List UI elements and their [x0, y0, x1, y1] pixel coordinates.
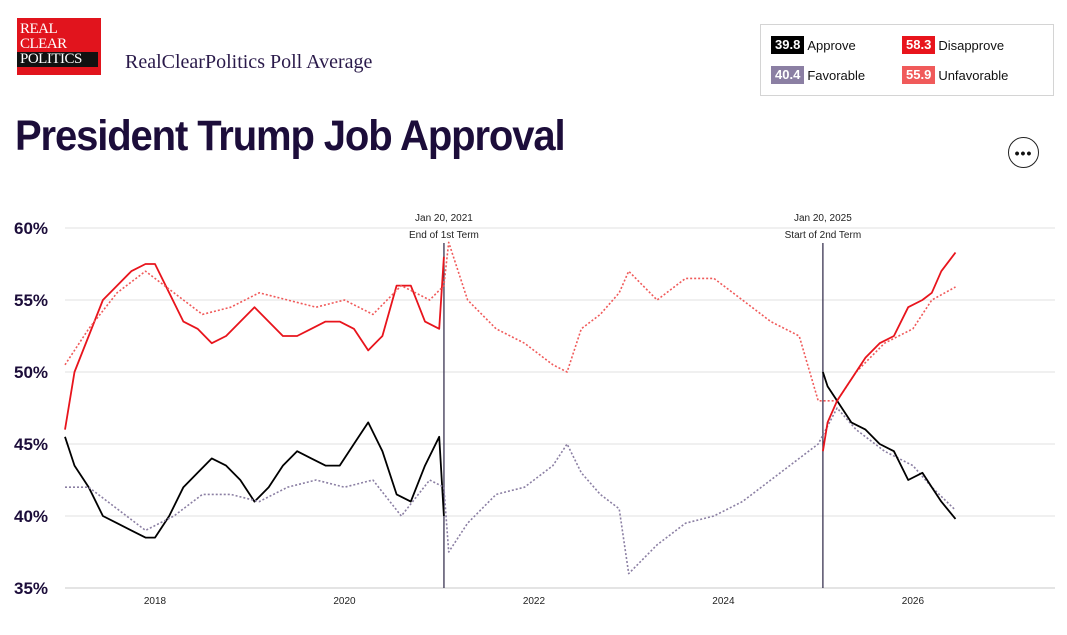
- logo-line-2: CLEAR: [20, 36, 67, 52]
- rcp-logo[interactable]: REAL CLEAR POLITICS: [17, 18, 101, 75]
- y-tick-label: 45%: [14, 435, 48, 454]
- term-marker-date: Jan 20, 2021: [415, 213, 473, 224]
- x-axis: 2018 2020 2022 2024 2026: [144, 596, 925, 607]
- series-lines: [64, 241, 957, 575]
- legend-unfavorable-label: Unfavorable: [938, 67, 1009, 83]
- y-tick-label: 60%: [14, 219, 48, 238]
- y-axis: 60% 55% 50% 45% 40% 35%: [14, 219, 48, 598]
- y-tick-label: 40%: [14, 507, 48, 526]
- series-line-disapprove: [822, 251, 957, 452]
- term-marker-label: Start of 2nd Term: [785, 230, 862, 241]
- logo-line-3: POLITICS: [17, 52, 98, 67]
- legend-box: 39.8 Approve 58.3 Disapprove 40.4 Favora…: [760, 24, 1054, 96]
- legend-favorable-value: 40.4: [771, 66, 805, 84]
- legend-favorable[interactable]: 40.4 Favorable: [771, 66, 865, 84]
- y-tick-label: 55%: [14, 291, 48, 310]
- y-tick-label: 50%: [14, 363, 48, 382]
- x-tick-label: 2024: [712, 596, 735, 607]
- legend-unfavorable-value: 55.9: [902, 66, 936, 84]
- x-tick-label: 2020: [333, 596, 356, 607]
- legend-approve[interactable]: 39.8 Approve: [771, 36, 856, 54]
- legend-disapprove-value: 58.3: [902, 36, 936, 54]
- legend-disapprove-label: Disapprove: [938, 37, 1005, 53]
- series-line-disapprove: [64, 256, 445, 430]
- term-marker-date: Jan 20, 2025: [794, 213, 852, 224]
- brand-name: RealClearPolitics Poll Average: [125, 51, 373, 73]
- logo-line-1: REAL: [20, 21, 58, 37]
- page-title: President Trump Job Approval: [15, 112, 566, 160]
- legend-disapprove[interactable]: 58.3 Disapprove: [902, 36, 1004, 54]
- y-tick-label: 35%: [14, 579, 48, 598]
- annotations: Jan 20, 2021 End of 1st Term Jan 20, 2025 S…: [409, 213, 861, 588]
- x-tick-label: 2026: [902, 596, 925, 607]
- chart-grid: [65, 227, 1055, 589]
- legend-approve-label: Approve: [807, 37, 856, 53]
- legend-favorable-label: Favorable: [807, 67, 866, 83]
- x-tick-label: 2018: [144, 596, 167, 607]
- x-tick-label: 2022: [523, 596, 546, 607]
- legend-approve-value: 39.8: [771, 36, 805, 54]
- legend-unfavorable[interactable]: 55.9 Unfavorable: [902, 66, 1008, 84]
- series-line-unfavorable: [64, 241, 956, 402]
- series-line-approve: [64, 421, 445, 539]
- term-marker-label: End of 1st Term: [409, 230, 479, 241]
- series-line-favorable: [65, 407, 957, 575]
- series-line-approve: [822, 371, 957, 520]
- more-options-button[interactable]: •••: [1008, 137, 1039, 168]
